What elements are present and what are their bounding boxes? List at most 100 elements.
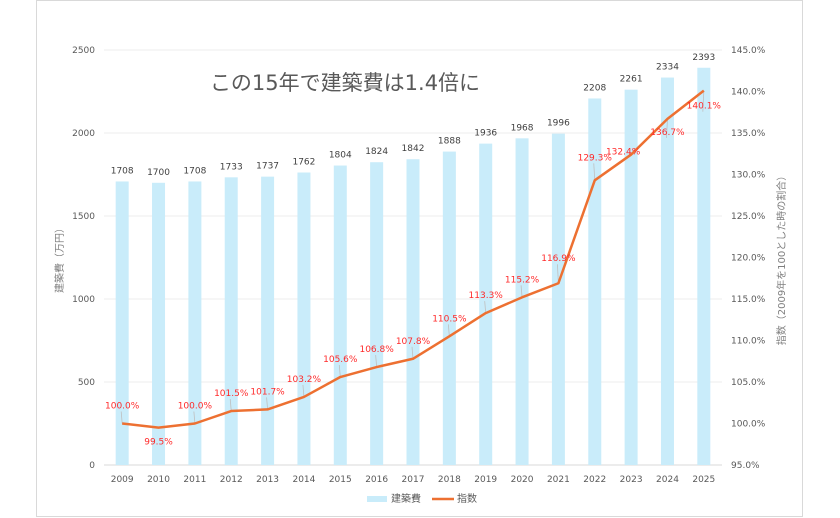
bar-label: 1968 [511, 123, 534, 133]
bar-label: 1708 [111, 166, 134, 176]
bar [370, 162, 384, 465]
bar [479, 143, 493, 465]
y-tick-label: 1000 [72, 295, 95, 305]
line-labels: 100.0%99.5%100.0%101.5% 101.7%103.2%105.6… [105, 102, 721, 448]
y2-tick-label: 110.0% [731, 337, 766, 347]
gridlines [104, 49, 722, 466]
bar-label: 1700 [147, 168, 170, 178]
line-label: 136.7% [650, 128, 685, 138]
bar-label: 1804 [329, 151, 352, 161]
bar-series [115, 67, 711, 466]
bar-label: 1888 [438, 137, 461, 147]
label-leader [411, 346, 414, 359]
label-leader [375, 355, 378, 368]
x-tick-label: 2017 [402, 475, 425, 485]
y-tick-label: 2000 [72, 129, 95, 139]
label-leader [447, 324, 450, 337]
x-tick-label: 2015 [329, 475, 352, 485]
bar [624, 89, 638, 465]
bar [515, 138, 529, 465]
y2-tick-label: 120.0% [731, 254, 766, 264]
bar [152, 182, 166, 466]
bar-label: 1936 [474, 129, 497, 139]
bar [188, 181, 202, 466]
line-label: 116.9% [541, 254, 576, 264]
y-tick-label: 1500 [72, 212, 95, 222]
legend-label-bar: 建築費 [391, 492, 421, 505]
legend: 建築費 指数 [367, 492, 477, 505]
bar-label: 1737 [256, 162, 279, 172]
x-tick-label: 2013 [256, 475, 279, 485]
bar-label: 2261 [620, 75, 643, 85]
x-tick-label: 2014 [292, 475, 315, 485]
y2-tick-label: 95.0% [731, 461, 760, 471]
bar-label: 1708 [183, 166, 206, 176]
line-label: 99.5% [144, 438, 173, 448]
x-tick-label: 2016 [365, 475, 388, 485]
x-tick-label: 2009 [111, 475, 134, 485]
bar [297, 172, 311, 465]
x-tick-label: 2025 [692, 475, 715, 485]
line-label: 113.3% [469, 291, 504, 301]
label-leader [338, 364, 341, 378]
bar-label: 1824 [365, 147, 388, 157]
y-tick-label: 0 [89, 461, 95, 471]
label-leader [484, 301, 487, 314]
x-tick-label: 2019 [474, 475, 497, 485]
x-tick-label: 2022 [583, 475, 606, 485]
y2-tick-label: 105.0% [731, 378, 766, 388]
y2-tick-label: 115.0% [731, 295, 766, 305]
bar-label: 2393 [692, 53, 715, 63]
label-leader [666, 118, 668, 138]
label-leader [302, 384, 305, 397]
bar [551, 133, 565, 465]
y-axis-ticks: 0 500 1000 1500 2000 2500 [72, 46, 95, 471]
x-tick-label: 2023 [620, 475, 643, 485]
legend-swatch-bar [367, 496, 387, 502]
y2-tick-label: 125.0% [731, 212, 766, 222]
bar-labels: 1708 1700 1708 1733 1737 1762 1804 1824 1842 1888… [111, 53, 716, 178]
bar-label: 1996 [547, 119, 570, 129]
line-label: 105.6% [323, 355, 358, 365]
y2-tick-label: 130.0% [731, 171, 766, 181]
y2-axis-title: 指数（2009年を100とした時の割合） [775, 171, 788, 346]
legend-label-line: 指数 [457, 492, 477, 505]
x-tick-label: 2024 [656, 475, 679, 485]
x-tick-label: 2021 [547, 475, 570, 485]
bar [406, 159, 420, 465]
line-label: 107.8% [396, 337, 431, 347]
bar [697, 67, 711, 466]
bar [333, 165, 347, 465]
line-label: 110.5% [432, 314, 467, 324]
x-tick-label: 2010 [147, 475, 170, 485]
x-tick-label: 2020 [511, 475, 534, 485]
x-tick-label: 2012 [220, 475, 243, 485]
x-tick-label: 2018 [438, 475, 461, 485]
line-label: 140.1% [687, 102, 722, 112]
bar-label: 2208 [583, 83, 606, 93]
line-label: 115.2% [505, 275, 540, 285]
label-leader [702, 90, 705, 112]
line-label: 100.0% [178, 402, 213, 412]
label-leader [520, 285, 523, 298]
y2-tick-label: 100.0% [731, 420, 766, 430]
y2-tick-label: 145.0% [731, 46, 766, 56]
label-leader [266, 397, 268, 410]
x-axis-ticks: 2009 2010 2011 2012 2013 2014 2015 2016 2017 2018… [111, 475, 716, 485]
x-tick-label: 2011 [183, 475, 206, 485]
label-leader [193, 411, 196, 424]
line-label: 132.4% [606, 148, 641, 158]
bar-label: 1733 [220, 162, 243, 172]
y2-axis-ticks: 95.0% 100.0% 105.0% 110.0% 115.0% 120.0% 125.0… [731, 46, 766, 471]
line-label: 101.5% [214, 389, 249, 399]
bar [224, 177, 238, 465]
bar-label: 2334 [656, 63, 679, 73]
chart-title: この15年で建築費は1.4倍に [210, 71, 480, 95]
bar-label: 1762 [292, 158, 315, 168]
line-label: 100.0% [105, 402, 140, 412]
bar [115, 181, 129, 466]
bar [442, 151, 456, 466]
label-leader [120, 411, 123, 424]
line-label: 103.2% [287, 375, 322, 385]
